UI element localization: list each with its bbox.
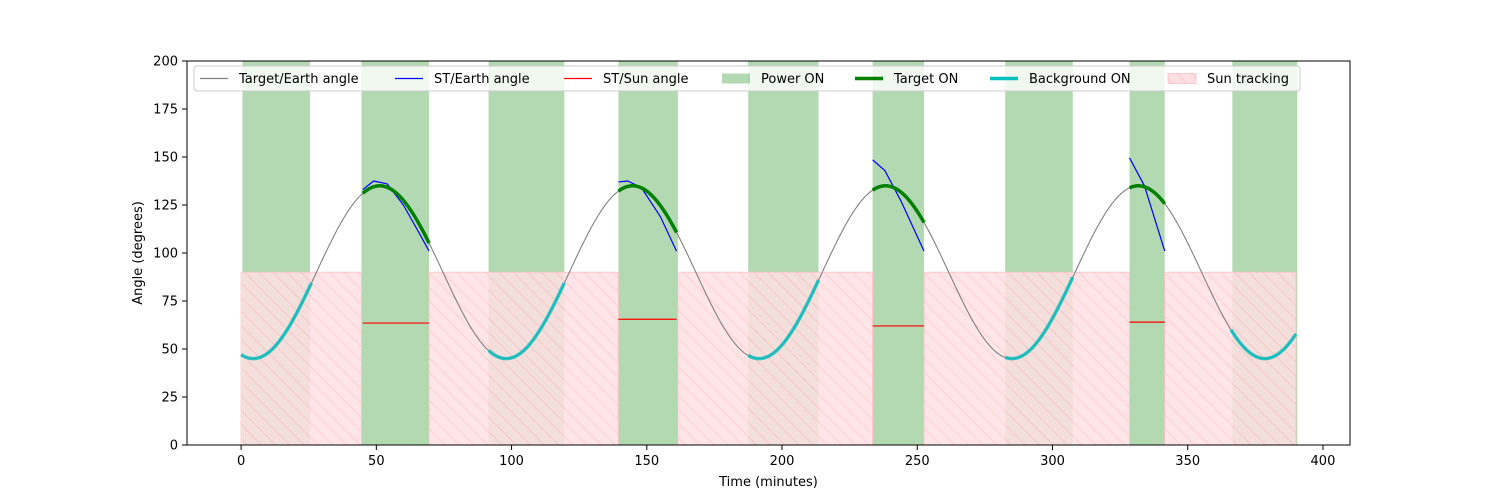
legend-label: Target/Earth angle bbox=[238, 72, 359, 87]
x-tick-label: 150 bbox=[634, 454, 659, 469]
x-tick-label: 300 bbox=[1040, 454, 1065, 469]
legend-label: Sun tracking bbox=[1207, 72, 1289, 87]
legend-label: Background ON bbox=[1029, 72, 1131, 87]
sun-tracking-layer bbox=[240, 271, 1297, 445]
legend-swatch bbox=[722, 73, 750, 84]
x-tick-label: 200 bbox=[770, 454, 795, 469]
legend-item-background-on: Background ON bbox=[990, 72, 1131, 87]
y-tick-label: 175 bbox=[153, 103, 178, 118]
power-on-band-6 bbox=[872, 61, 925, 445]
y-tick-label: 50 bbox=[161, 343, 178, 358]
lines-layer bbox=[240, 157, 1298, 361]
power-on-band-4 bbox=[618, 61, 678, 445]
legend-box bbox=[193, 65, 1301, 92]
y-tick-label: 0 bbox=[170, 439, 178, 454]
x-tick-label: 400 bbox=[1311, 454, 1336, 469]
x-tick-label: 50 bbox=[368, 454, 385, 469]
target-on-segment-3 bbox=[871, 184, 926, 224]
x-tick-label: 350 bbox=[1175, 454, 1200, 469]
x-tick-label: 0 bbox=[237, 454, 245, 469]
legend-label: Target ON bbox=[893, 72, 958, 87]
background-on-segment-3 bbox=[747, 279, 821, 361]
legend-item-sun-tracking: Sun tracking bbox=[1167, 72, 1289, 87]
target-on-segment-1 bbox=[361, 184, 431, 244]
y-tick-label: 75 bbox=[161, 295, 178, 310]
y-tick-label: 25 bbox=[161, 391, 178, 406]
y-tick-label: 125 bbox=[153, 199, 178, 214]
y-tick-label: 200 bbox=[153, 55, 178, 70]
legend: Target/Earth angle ST/Earth angle ST/Sun a… bbox=[193, 65, 1301, 92]
background-on-segment-5 bbox=[1229, 328, 1298, 361]
y-tick-label: 100 bbox=[153, 247, 178, 262]
background-on-segment-4 bbox=[1004, 276, 1075, 361]
legend-label: ST/Sun angle bbox=[603, 72, 689, 87]
legend-item-target-on: Target ON bbox=[855, 72, 958, 87]
y-axis: 0 25 50 75 100 125 150 175 200 bbox=[153, 55, 187, 454]
legend-swatch bbox=[1167, 73, 1197, 84]
y-tick-label: 150 bbox=[153, 151, 178, 166]
power-on-band-8 bbox=[1129, 61, 1165, 445]
legend-item-st-sun: ST/Sun angle bbox=[564, 72, 689, 87]
sun-tracking-region-3 bbox=[677, 271, 874, 445]
y-axis-label: Angle (degrees) bbox=[131, 201, 146, 305]
background-on-segment-1 bbox=[240, 282, 313, 361]
sun-tracking-region-2 bbox=[428, 271, 619, 445]
power-on-band-2 bbox=[361, 61, 430, 445]
target-on-segment-2 bbox=[617, 184, 679, 234]
x-tick-label: 100 bbox=[499, 454, 524, 469]
sun-tracking-region-4 bbox=[923, 271, 1130, 445]
sun-tracking-region-5 bbox=[1164, 271, 1297, 445]
background-on-segment-2 bbox=[487, 282, 566, 361]
target-on-segment-4 bbox=[1128, 184, 1167, 205]
legend-item-power-on: Power ON bbox=[722, 72, 824, 87]
x-tick-label: 250 bbox=[905, 454, 930, 469]
x-axis: 0 50 100 150 200 250 300 350 400 bbox=[237, 445, 1335, 469]
x-axis-label: Time (minutes) bbox=[718, 475, 818, 490]
legend-item-st-earth: ST/Earth angle bbox=[395, 72, 530, 87]
legend-label: Power ON bbox=[761, 72, 824, 87]
legend-item-target-earth: Target/Earth angle bbox=[200, 72, 359, 87]
legend-label: ST/Earth angle bbox=[434, 72, 530, 87]
